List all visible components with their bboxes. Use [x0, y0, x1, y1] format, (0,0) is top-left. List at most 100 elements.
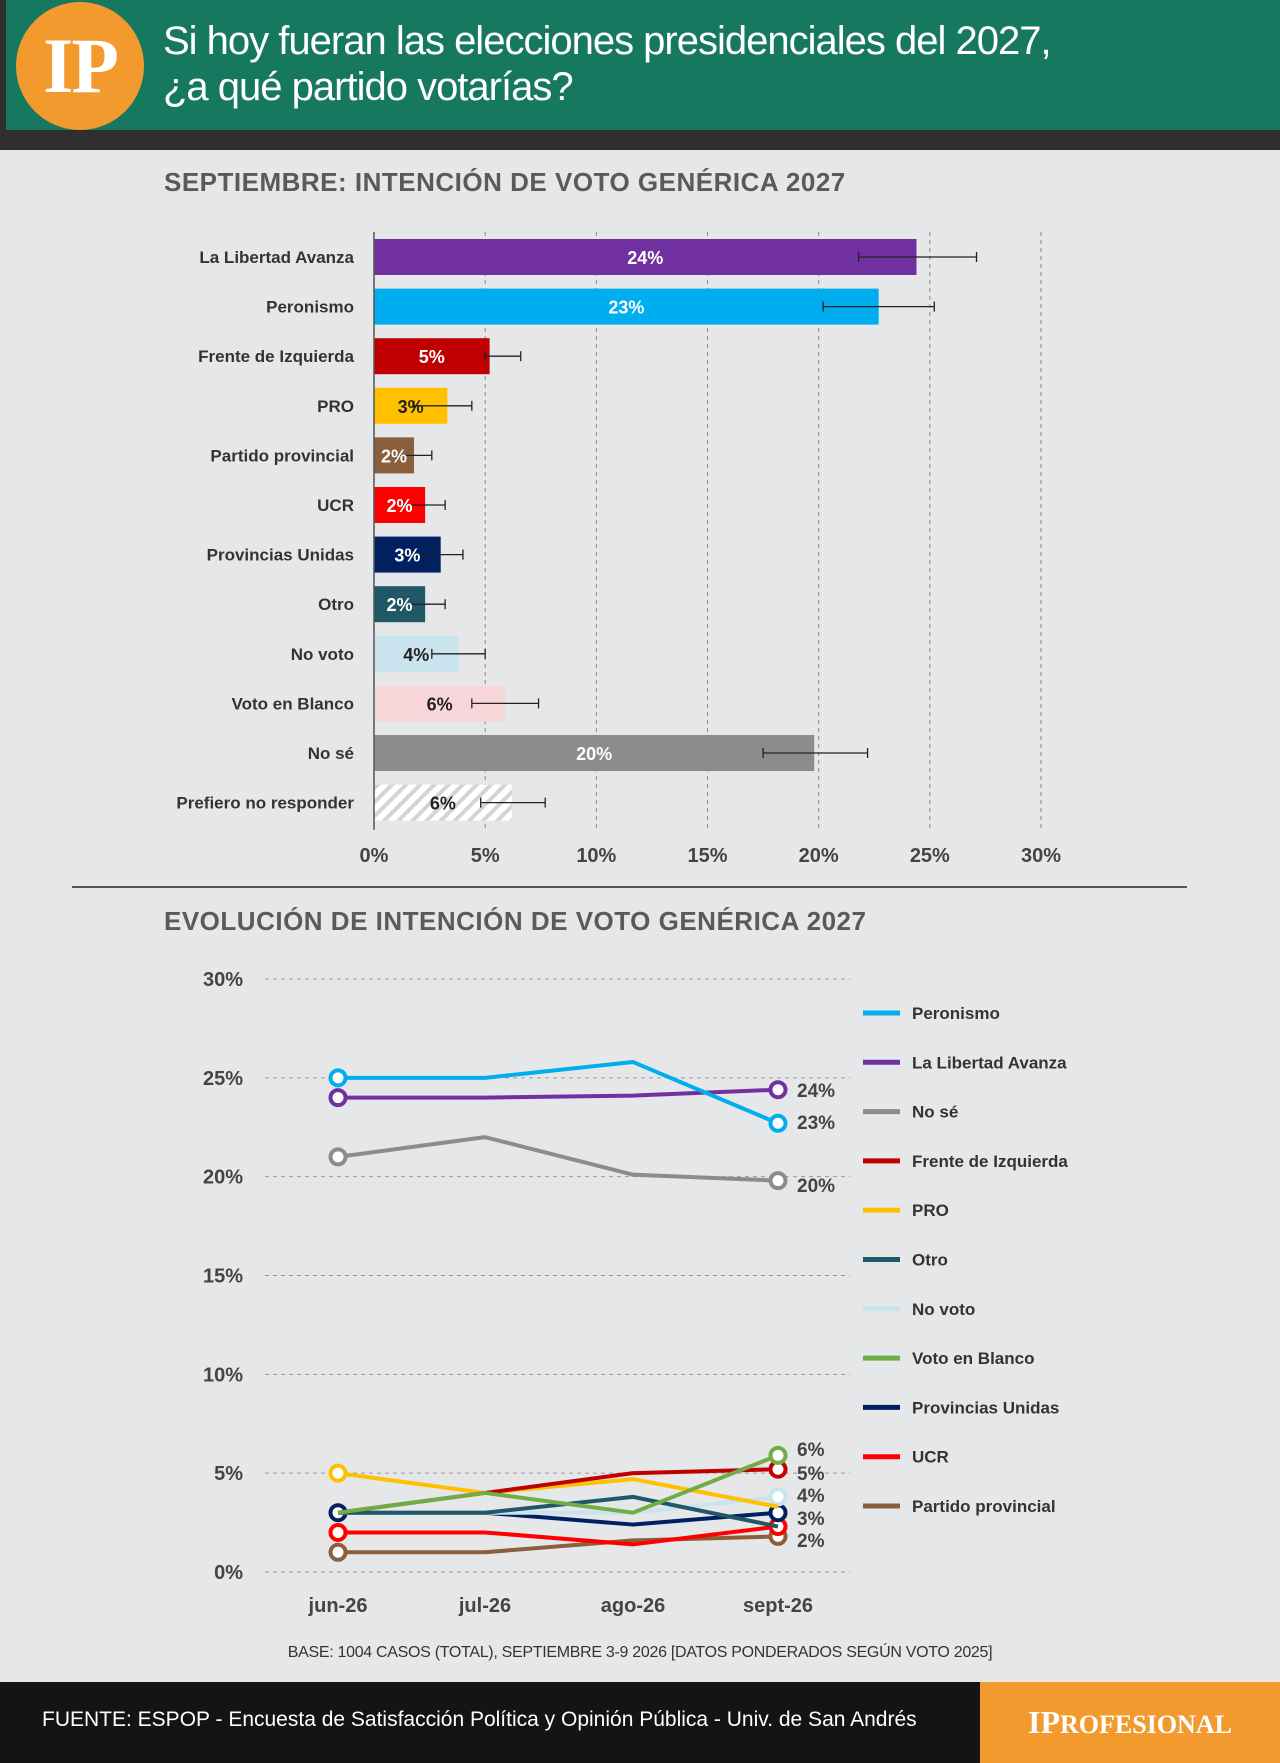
line-chart: 0% 5% 10% 15% 20% 25% 30% jun-26 jul-26 ago-26 sep… [203, 969, 1068, 1617]
legend-label: Frente de Izquierda [912, 1152, 1068, 1171]
bar-x-tick-label: 15% [687, 845, 727, 867]
series-point-la-libertad-avanza [328, 1088, 348, 1108]
end-value-label: 23% [797, 1113, 835, 1134]
legend-label: Voto en Blanco [912, 1349, 1034, 1368]
series-point-ucr [328, 1522, 348, 1542]
bar-frente-de-izquierda [374, 338, 490, 375]
legend-label: No voto [912, 1300, 975, 1319]
line-x-tick-label: sept-26 [743, 1595, 813, 1617]
legend-label: UCR [912, 1448, 949, 1467]
end-value-label: 20% [797, 1176, 835, 1197]
base-note: BASE: 1004 CASOS (TOTAL), SEPTIEMBRE 3-9… [287, 1644, 993, 1661]
iprofesional-logo: IPROFESIONAL [980, 1704, 1280, 1741]
bar-x-tick-label: 30% [1021, 845, 1061, 867]
bar-peronismo [374, 288, 879, 325]
legend-label: PRO [912, 1201, 949, 1220]
line-y-tick-label: 15% [203, 1266, 243, 1288]
bar-category-label: Otro [318, 595, 354, 614]
line-y-tick-label: 0% [214, 1562, 243, 1584]
bar-x-tick-label: 25% [910, 845, 950, 867]
line-y-tick-label: 20% [203, 1167, 243, 1189]
series-line-no-se [337, 1135, 779, 1183]
bar-x-tick-label: 0% [360, 845, 389, 867]
bar-category-label: Partido provincial [210, 446, 354, 465]
series-point-la-libertad-avanza [768, 1080, 788, 1100]
bar-category-label: Peronismo [266, 298, 354, 317]
brand-rest: ROFESIONAL [1060, 1710, 1232, 1739]
bar-category-label: Voto en Blanco [232, 694, 354, 713]
bar-value-label: 2% [387, 595, 413, 615]
series-line-pro [337, 1471, 779, 1509]
brand-cap: IP [1028, 1704, 1061, 1740]
end-value-label: 5% [797, 1464, 825, 1485]
bar-value-label: 5% [419, 347, 445, 367]
legend-label: Partido provincial [912, 1497, 1056, 1516]
bar-category-label: No sé [308, 744, 354, 763]
footer-source: FUENTE: ESPOP - Encuesta de Satisfacción… [42, 1708, 917, 1731]
title-line-1: Si hoy fueran las elecciones presidencia… [163, 19, 1052, 63]
legend-label: Otro [912, 1251, 948, 1270]
footer-brand-box [980, 1682, 1280, 1763]
bar-value-label: 6% [430, 794, 456, 814]
series-point-peronismo [328, 1068, 348, 1088]
end-value-label: 24% [797, 1081, 835, 1102]
bar-x-tick-label: 20% [799, 845, 839, 867]
line-y-tick-label: 25% [203, 1068, 243, 1090]
series-line-ucr [338, 1524, 779, 1547]
bar-x-tick-label: 5% [471, 845, 500, 867]
bar-value-label: 20% [576, 744, 612, 764]
series-point-voto-en-blanco [768, 1445, 788, 1465]
series-point-no-se [768, 1171, 788, 1191]
bar-value-label: 3% [398, 397, 424, 417]
ip-logo-text: IP [43, 22, 119, 109]
ip-logo-circle [16, 2, 144, 130]
bar-value-label: 2% [387, 496, 413, 516]
header-bottom-bar [0, 130, 1280, 150]
series-point-partido-provincial [328, 1542, 348, 1562]
bar-category-label: Provincias Unidas [207, 546, 354, 565]
series-point-no-se [328, 1147, 348, 1167]
bar-value-label: 24% [627, 248, 663, 268]
header-left-bar [0, 0, 6, 150]
line-y-tick-label: 10% [203, 1364, 243, 1386]
bar-category-label: Prefiero no responder [176, 794, 354, 813]
line-y-tick-label: 5% [214, 1463, 243, 1485]
bar-value-label: 3% [394, 546, 420, 566]
bar-category-label: Frente de Izquierda [198, 347, 354, 366]
legend-label: Provincias Unidas [912, 1398, 1059, 1417]
bar-no-se [374, 735, 815, 771]
page-title: Si hoy fueran las elecciones presidencia… [163, 18, 1243, 110]
end-value-label: 3% [797, 1509, 825, 1530]
line-y-tick-label: 30% [203, 969, 243, 991]
line-chart-title: EVOLUCIÓN DE INTENCIÓN DE VOTO GENÉRICA … [164, 906, 867, 936]
bar-value-label: 2% [381, 446, 407, 466]
legend-label: Peronismo [912, 1004, 1000, 1023]
end-value-label: 4% [797, 1486, 825, 1507]
series-line-voto-en-blanco [337, 1453, 779, 1515]
end-value-label: 6% [797, 1440, 825, 1461]
line-x-tick-label: jul-26 [458, 1595, 511, 1617]
bar-chart-title: SEPTIEMBRE: INTENCIÓN DE VOTO GENÉRICA 2… [164, 167, 846, 197]
bar-la-libertad-avanza [374, 239, 917, 275]
bar-value-label: 23% [608, 298, 644, 318]
line-x-tick-label: jun-26 [308, 1595, 368, 1617]
legend-label: La Libertad Avanza [912, 1053, 1067, 1072]
series-point-no-voto [768, 1487, 788, 1507]
bar-category-label: UCR [317, 496, 354, 515]
line-x-tick-label: ago-26 [601, 1595, 665, 1617]
bar-value-label: 4% [403, 645, 429, 665]
bar-category-label: La Libertad Avanza [199, 248, 354, 267]
series-line-peronismo [338, 1060, 779, 1126]
end-value-label: 2% [797, 1531, 825, 1552]
series-point-peronismo [768, 1113, 788, 1133]
series-point-pro [328, 1463, 348, 1483]
bar-category-label: No voto [291, 645, 354, 664]
title-line-2: ¿a qué partido votarías? [163, 65, 574, 109]
section-divider [72, 886, 1187, 888]
header-banner [0, 0, 1280, 150]
bar-chart: La Libertad Avanza 24% Peronismo 23% Frente … [176, 232, 1061, 867]
bar-value-label: 6% [427, 694, 453, 714]
legend-label: No sé [912, 1103, 958, 1122]
series-line-partido-provincial [338, 1534, 779, 1555]
bar-category-label: PRO [317, 397, 354, 416]
